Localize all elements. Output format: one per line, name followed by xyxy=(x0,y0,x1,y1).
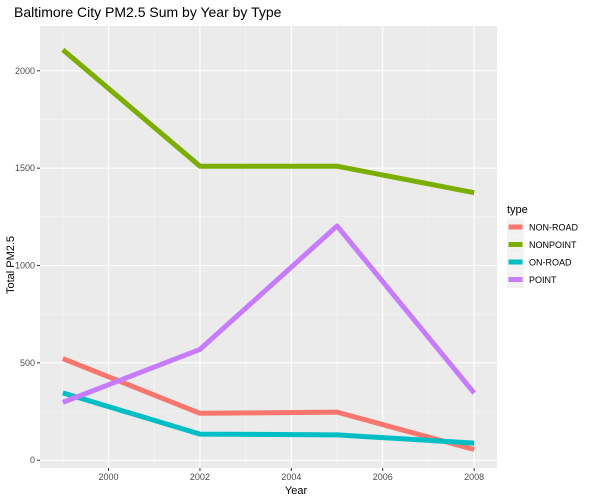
legend-items: NON-ROAD NONPOINT ON-ROAD POINT xyxy=(507,218,578,288)
legend-label-non-road: NON-ROAD xyxy=(529,223,578,233)
y-tick-label: 2000 xyxy=(15,66,35,76)
series-line-on-road xyxy=(62,390,475,446)
series-line-non-road xyxy=(61,356,475,452)
series-lines xyxy=(61,47,477,452)
y-tick-label: 0 xyxy=(30,455,35,465)
legend-label-on-road: ON-ROAD xyxy=(529,258,572,268)
series-line-point xyxy=(61,223,477,405)
legend-label-point: POINT xyxy=(529,275,557,285)
legend-item-non-road: NON-ROAD xyxy=(507,218,578,236)
chart-title: Baltimore City PM2.5 Sum by Year by Type xyxy=(14,4,282,20)
legend-item-point: POINT xyxy=(507,271,557,288)
legend-label-nonpoint: NONPOINT xyxy=(529,240,577,250)
legend-title: type xyxy=(507,204,528,216)
legend-item-nonpoint: NONPOINT xyxy=(507,236,577,253)
x-tick-label: 2008 xyxy=(464,472,484,482)
legend: type NON-ROAD NONPOINT ON-ROAD POINT xyxy=(507,204,578,288)
series-line-nonpoint xyxy=(61,47,475,196)
x-axis: 2000 2002 2004 2006 2008 xyxy=(99,468,484,482)
y-tick-label: 1000 xyxy=(15,260,35,270)
x-tick-label: 2006 xyxy=(373,472,393,482)
x-tick-label: 2002 xyxy=(190,472,210,482)
y-axis: 0 500 1000 1500 2000 xyxy=(15,66,40,465)
x-tick-label: 2004 xyxy=(281,472,301,482)
major-gridlines xyxy=(40,26,497,468)
minor-gridlines xyxy=(40,26,497,468)
x-axis-title: Year xyxy=(285,485,308,497)
legend-item-on-road: ON-ROAD xyxy=(507,253,572,271)
y-axis-title: Total PM2.5 xyxy=(5,236,17,294)
x-tick-label: 2000 xyxy=(99,472,119,482)
y-tick-label: 1500 xyxy=(15,163,35,173)
y-tick-label: 500 xyxy=(20,358,35,368)
plot-panel xyxy=(40,26,497,468)
